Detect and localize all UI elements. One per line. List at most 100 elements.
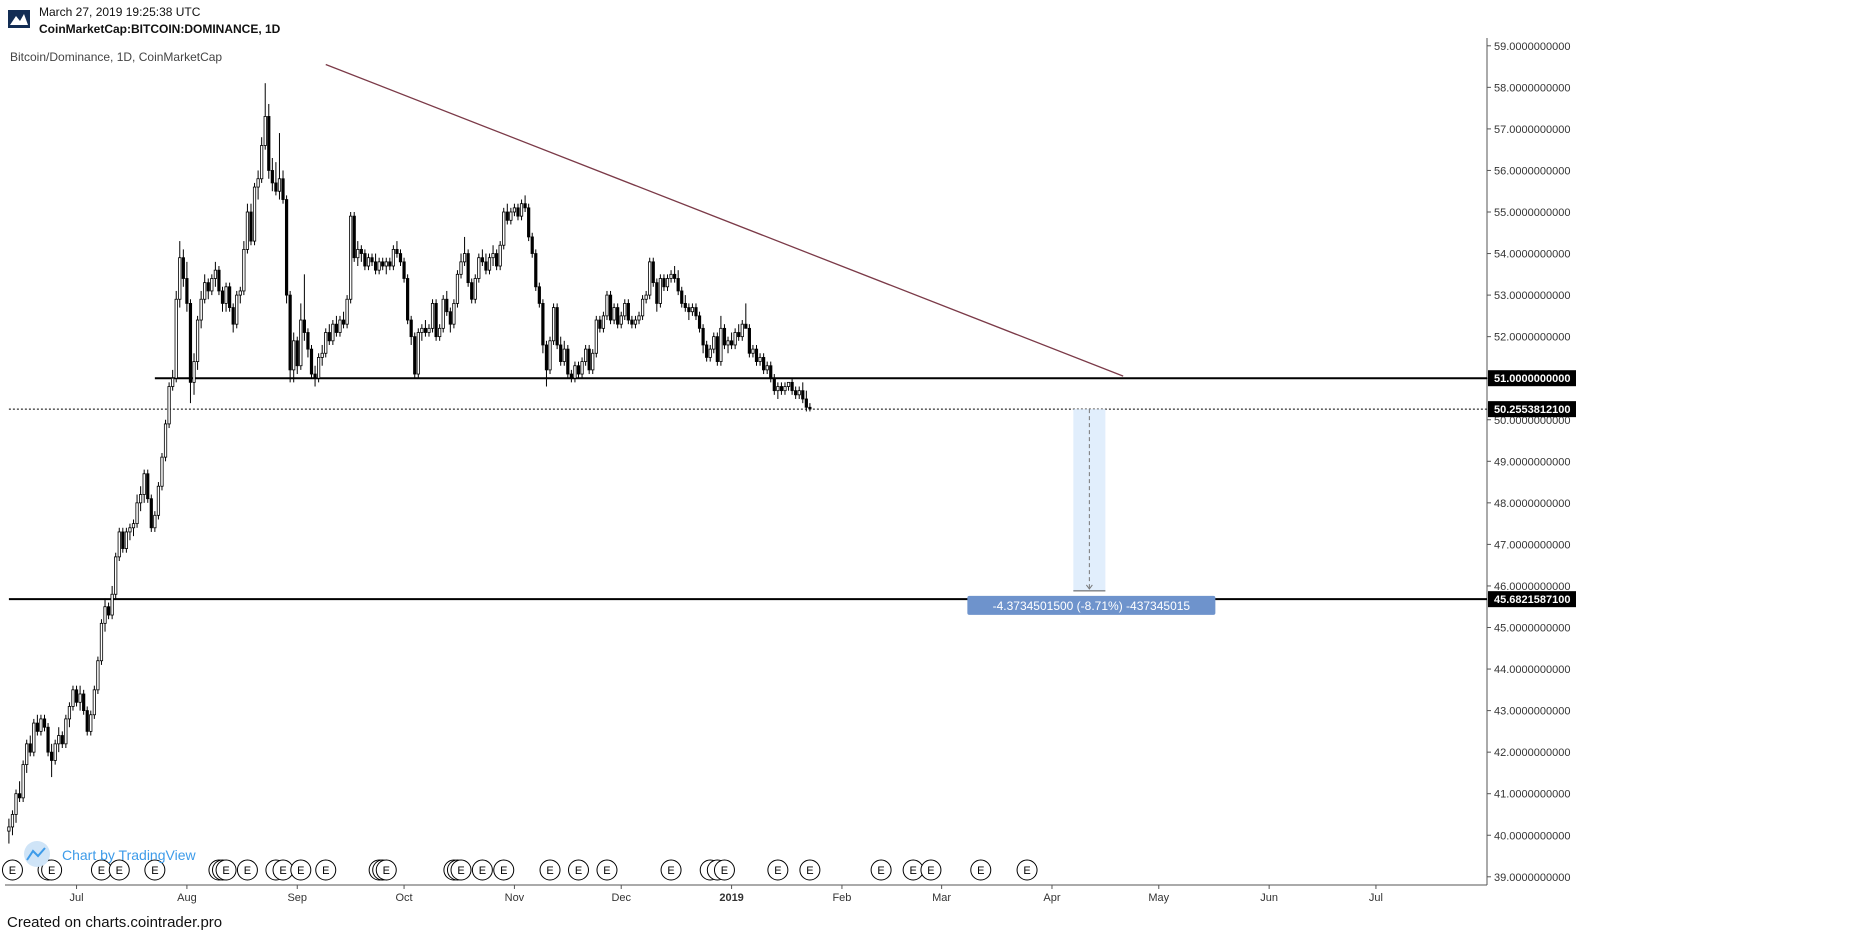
candle-body	[623, 303, 627, 317]
earnings-marker: E	[215, 859, 237, 881]
candle-body	[306, 332, 310, 350]
candle	[181, 249, 185, 287]
candle	[487, 253, 492, 275]
earnings-marker-circle	[596, 859, 618, 881]
time-tick-label: May	[1148, 892, 1169, 904]
time-tick-label: Jul	[1369, 892, 1383, 904]
candle	[25, 739, 29, 773]
earnings-marker-label: E	[151, 865, 158, 877]
candle	[149, 494, 153, 532]
candle	[530, 232, 534, 258]
candle-body	[174, 298, 178, 379]
candle	[67, 702, 72, 728]
candle	[373, 253, 378, 275]
candle-body	[356, 248, 360, 259]
candle	[683, 295, 687, 312]
range-arrow-head	[1085, 584, 1093, 590]
candle	[512, 203, 517, 217]
candle	[274, 162, 278, 196]
candle-body	[142, 473, 146, 495]
candle-body	[640, 298, 645, 317]
candle	[430, 299, 435, 333]
earnings-marker-label: E	[1023, 865, 1030, 877]
candle-body	[573, 365, 577, 379]
price-axis[interactable]: 59.0000000000 58.0000000000 57.0000000000 5…	[1487, 41, 1570, 884]
candle	[434, 299, 438, 341]
candle	[313, 365, 317, 387]
candle-body	[420, 327, 424, 333]
time-axis[interactable]: Jul Aug Sep Oct Nov Dec 2019 Feb Mar Apr May Jun Jul	[70, 885, 1383, 904]
candle	[206, 278, 210, 300]
candle-body	[608, 294, 613, 321]
candle-body	[366, 257, 371, 267]
candle	[117, 527, 121, 562]
earnings-marker: E	[902, 859, 924, 881]
candle	[284, 195, 289, 304]
candle-body	[163, 423, 168, 458]
earnings-marker: E	[1016, 859, 1038, 881]
candle	[220, 286, 225, 312]
earnings-marker: E	[596, 859, 618, 881]
candle	[537, 282, 541, 308]
candle-body	[715, 336, 719, 362]
candle	[242, 241, 246, 296]
candle	[648, 257, 652, 300]
earnings-marker: E	[90, 859, 112, 881]
earnings-marker-label: E	[222, 865, 229, 877]
price-tick-label: 42.0000000000	[1494, 747, 1570, 759]
time-tick-label: Feb	[832, 892, 851, 904]
candle	[633, 315, 638, 329]
candle-body	[534, 253, 538, 288]
candle-body	[651, 261, 655, 284]
candle	[477, 253, 481, 283]
candle	[637, 311, 641, 325]
candle	[559, 336, 563, 366]
candle	[758, 353, 762, 366]
earnings-marker: E	[315, 859, 337, 881]
candle-body	[53, 743, 57, 761]
candle	[548, 336, 552, 375]
candle	[534, 249, 538, 291]
candle-body	[587, 348, 591, 371]
candle	[406, 274, 410, 325]
candle-body	[210, 278, 214, 292]
candle	[794, 386, 798, 399]
tradingview-watermark[interactable]: Chart by TradingView	[24, 841, 196, 867]
price-tag: 51.0000000000	[1488, 370, 1576, 387]
range-label-box	[967, 595, 1216, 615]
earnings-marker: E	[471, 859, 493, 881]
price-tags: 51.0000000000 50.2553812100 45.6821587100	[1488, 370, 1576, 608]
candle	[505, 203, 509, 225]
candle	[309, 344, 314, 379]
candle	[562, 340, 566, 366]
candle-body	[299, 319, 303, 367]
price-tick-label: 55.0000000000	[1494, 207, 1570, 219]
candle	[28, 735, 32, 757]
candle-body	[363, 253, 367, 267]
candle-body	[64, 718, 68, 745]
candle	[473, 274, 477, 304]
price-tick-label: 47.0000000000	[1494, 539, 1570, 551]
candle-body	[28, 743, 32, 753]
snapshot-header: March 27, 2019 19:25:38 UTC CoinMarketCa…	[0, 0, 1868, 38]
candle	[57, 727, 61, 753]
earnings-marker-circle	[767, 859, 789, 881]
candle-body	[349, 215, 353, 300]
earnings-marker-circle	[41, 859, 63, 881]
candle	[441, 295, 445, 333]
candle-body	[160, 456, 164, 487]
candle	[217, 266, 221, 296]
candles	[7, 83, 812, 844]
earnings-marker-label: E	[98, 865, 105, 877]
candle-body	[559, 344, 563, 362]
horizontal-levels	[8, 377, 1487, 601]
time-tick-label: Aug	[177, 892, 197, 904]
candle-body	[719, 327, 723, 362]
candle-body	[99, 622, 104, 662]
earnings-marker-circle	[870, 859, 892, 881]
candle	[569, 369, 573, 383]
candle	[366, 253, 371, 271]
candle	[509, 207, 513, 225]
